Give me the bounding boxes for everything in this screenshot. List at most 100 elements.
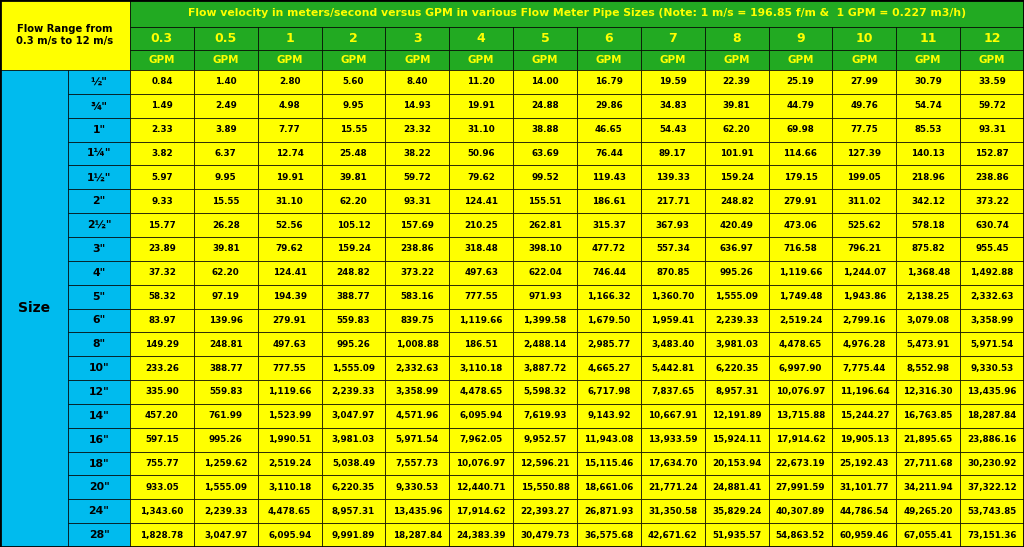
Text: 37.32: 37.32 (148, 268, 176, 277)
Text: GPM: GPM (148, 55, 175, 65)
Text: 875.82: 875.82 (911, 245, 945, 253)
Bar (0, 0, 130, 70)
Text: 2,239.33: 2,239.33 (332, 387, 375, 397)
Text: 26,871.93: 26,871.93 (584, 507, 634, 516)
Text: 557.34: 557.34 (656, 245, 689, 253)
Bar (385, 475, 450, 499)
Text: 248.82: 248.82 (720, 197, 754, 206)
Text: 31,350.58: 31,350.58 (648, 507, 697, 516)
Bar (385, 261, 450, 284)
Bar (322, 404, 385, 428)
Bar (641, 261, 705, 284)
Text: 1,119.66: 1,119.66 (778, 268, 822, 277)
Text: 24,383.39: 24,383.39 (457, 531, 506, 539)
Bar (194, 475, 258, 499)
Bar (258, 50, 322, 70)
Bar (896, 356, 961, 380)
Bar (258, 309, 322, 333)
Bar (769, 70, 833, 94)
Text: 31.10: 31.10 (467, 125, 495, 134)
Bar (641, 94, 705, 118)
Text: 9.95: 9.95 (343, 101, 365, 110)
Bar (833, 237, 896, 261)
Bar (896, 213, 961, 237)
Bar (68, 284, 130, 309)
Text: 9,143.92: 9,143.92 (587, 411, 631, 420)
Bar (833, 94, 896, 118)
Bar (194, 428, 258, 452)
Text: 69.98: 69.98 (786, 125, 814, 134)
Text: 49.76: 49.76 (850, 101, 879, 110)
Text: 777.55: 777.55 (464, 292, 498, 301)
Bar (705, 189, 769, 213)
Bar (833, 261, 896, 284)
Text: 14.93: 14.93 (403, 101, 431, 110)
Text: 2,332.63: 2,332.63 (971, 292, 1014, 301)
Text: 4,478.65: 4,478.65 (460, 387, 503, 397)
Text: 85.53: 85.53 (914, 125, 942, 134)
Bar (577, 428, 641, 452)
Text: 233.26: 233.26 (145, 364, 179, 373)
Bar (68, 309, 130, 333)
Bar (130, 428, 194, 452)
Text: 1¼": 1¼" (87, 148, 112, 159)
Text: 186.51: 186.51 (464, 340, 498, 349)
Text: 159.24: 159.24 (720, 173, 754, 182)
Bar (194, 70, 258, 94)
Text: 20,153.94: 20,153.94 (712, 459, 761, 468)
Text: 26.28: 26.28 (212, 220, 240, 230)
Text: 9,952.57: 9,952.57 (523, 435, 566, 444)
Bar (961, 261, 1024, 284)
Text: 12,316.30: 12,316.30 (903, 387, 953, 397)
Text: 2: 2 (349, 32, 357, 45)
Text: 24,881.41: 24,881.41 (712, 483, 761, 492)
Bar (322, 118, 385, 142)
Text: 525.62: 525.62 (848, 220, 882, 230)
Bar (769, 118, 833, 142)
Bar (769, 50, 833, 70)
Text: 38.22: 38.22 (403, 149, 431, 158)
Text: GPM: GPM (213, 55, 239, 65)
Bar (833, 333, 896, 356)
Bar (577, 261, 641, 284)
Bar (194, 261, 258, 284)
Bar (961, 165, 1024, 189)
Bar (833, 70, 896, 94)
Text: 367.93: 367.93 (655, 220, 690, 230)
Bar (705, 118, 769, 142)
Text: 2,519.24: 2,519.24 (779, 316, 822, 325)
Text: 89.17: 89.17 (658, 149, 687, 158)
Bar (641, 118, 705, 142)
Bar (896, 452, 961, 475)
Text: 19.59: 19.59 (658, 78, 687, 86)
Bar (258, 165, 322, 189)
Bar (577, 94, 641, 118)
Bar (961, 475, 1024, 499)
Text: 238.86: 238.86 (975, 173, 1009, 182)
Bar (68, 237, 130, 261)
Bar (641, 27, 705, 50)
Text: 60,959.46: 60,959.46 (840, 531, 889, 539)
Text: 39.81: 39.81 (723, 101, 751, 110)
Bar (641, 165, 705, 189)
Bar (833, 452, 896, 475)
Bar (577, 452, 641, 475)
Text: 3,358.99: 3,358.99 (971, 316, 1014, 325)
Text: 995.26: 995.26 (337, 340, 371, 349)
Text: 279.91: 279.91 (783, 197, 817, 206)
Text: 1,008.88: 1,008.88 (396, 340, 439, 349)
Bar (385, 213, 450, 237)
Bar (450, 475, 513, 499)
Bar (322, 261, 385, 284)
Bar (322, 189, 385, 213)
Text: 1,166.32: 1,166.32 (587, 292, 631, 301)
Bar (385, 284, 450, 309)
Bar (513, 380, 577, 404)
Bar (961, 213, 1024, 237)
Bar (641, 475, 705, 499)
Bar (577, 475, 641, 499)
Text: 22,673.19: 22,673.19 (776, 459, 825, 468)
Bar (961, 189, 1024, 213)
Text: 2.49: 2.49 (215, 101, 237, 110)
Text: 1,259.62: 1,259.62 (204, 459, 248, 468)
